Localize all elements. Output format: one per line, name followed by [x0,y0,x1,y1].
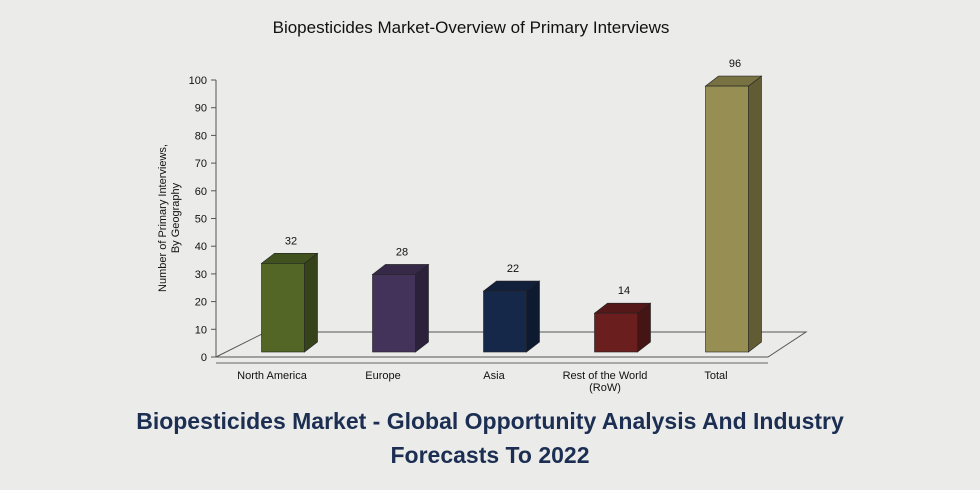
y-axis-ticks: 0 10 20 30 40 50 60 70 80 90 100 [189,75,216,364]
y-tick-label: 80 [195,130,207,142]
bar-front [372,274,416,353]
caption-line-1: Biopesticides Market - Global Opportunit… [136,408,844,434]
x-tick-label-line: Total [704,370,727,382]
y-tick-label: 30 [195,269,207,281]
y-axis-title-line: By Geography [170,182,182,253]
data-label: 22 [507,263,519,275]
data-label: 14 [618,285,630,297]
x-tick-label: North America [237,370,308,382]
chart-title: Biopesticides Market-Overview of Primary… [273,18,670,37]
data-label: 28 [396,246,408,258]
bar-side [415,263,429,353]
x-tick-label-line: Europe [365,370,400,382]
category-labels: North America Europe Asia Rest of the World… [237,370,727,394]
bar-side [748,75,762,353]
bar-front [483,290,527,353]
x-tick-label-line: (RoW) [589,382,621,394]
caption: Biopesticides Market - Global Opportunit… [0,404,980,472]
bar-front [261,263,305,353]
y-tick-label: 50 [195,214,207,226]
bar [482,280,541,353]
bar-front [705,85,749,353]
x-tick-label: Europe [365,370,400,382]
data-label: 32 [285,235,297,247]
y-tick-label: 0 [201,352,207,364]
data-label: 96 [729,58,741,70]
y-tick-label: 100 [189,75,207,87]
bar [704,75,763,353]
bars: 32 28 22 14 96 [260,58,763,353]
bar-chart: Biopesticides Market-Overview of Primary… [157,18,808,394]
y-tick-label: 60 [195,186,207,198]
y-tick-label: 20 [195,297,207,309]
y-axis-title-line: Number of Primary Interviews, [157,144,169,292]
bar [260,252,319,353]
y-tick-label: 40 [195,241,207,253]
x-tick-label: Total [704,370,727,382]
y-tick-label: 10 [195,324,207,336]
x-tick-label-line: North America [237,370,308,382]
caption-line-2: Forecasts To 2022 [390,442,590,468]
bar-side [304,252,318,353]
y-tick-label: 70 [195,158,207,170]
bar [593,302,652,353]
x-tick-label-line: Rest of the World [563,370,648,382]
y-axis-title: Number of Primary Interviews, By Geograph… [157,144,182,292]
bar-front [594,312,638,353]
x-tick-label: Asia [483,370,505,382]
floor-plane [215,331,808,358]
bar-side [526,280,540,353]
y-tick-label: 90 [195,103,207,115]
x-tick-label: Rest of the World(RoW) [563,370,648,394]
bar [371,263,430,353]
x-tick-label-line: Asia [483,370,505,382]
